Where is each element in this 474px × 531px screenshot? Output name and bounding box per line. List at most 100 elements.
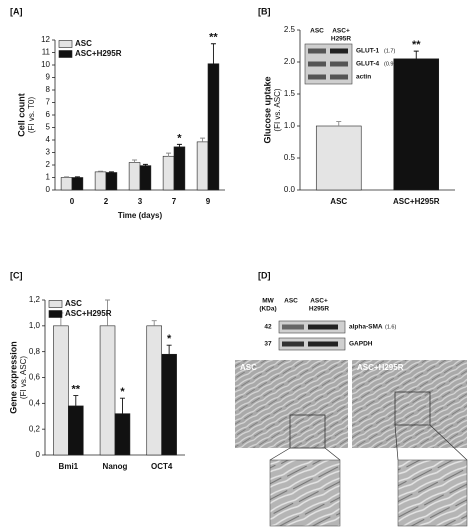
- blot-column-label: (KDa): [259, 306, 276, 313]
- blot-ratio: (0.9): [384, 61, 395, 67]
- blot-band: [308, 324, 338, 330]
- blot-band: [308, 74, 326, 80]
- bar: [105, 172, 118, 191]
- micrograph: [352, 360, 467, 448]
- y-tick-label: 0: [36, 450, 41, 459]
- blot-band: [330, 74, 348, 80]
- blot-column-label: ASC+: [310, 298, 328, 305]
- blot-column-label: ASC+: [332, 28, 350, 35]
- zoom-region: [289, 414, 326, 449]
- zoom-image: [397, 459, 468, 527]
- y-tick-label: 10: [41, 60, 50, 69]
- y-tick-label: 12: [41, 35, 50, 44]
- blot-mw: 42: [264, 324, 272, 331]
- significance: *: [177, 132, 182, 144]
- significance: **: [72, 383, 81, 395]
- blot-column-label: H295R: [331, 36, 352, 43]
- y-tick-label: 2.5: [284, 25, 296, 34]
- y-tick-label: 3: [46, 148, 51, 157]
- y-tick-label: 1,0: [29, 321, 41, 330]
- x-tick-label: 7: [172, 197, 177, 206]
- y-tick-label: 0,4: [29, 398, 41, 407]
- blot-column-label: H295R: [309, 306, 330, 313]
- y-tick-label: 6: [46, 110, 51, 119]
- bar: [207, 63, 220, 191]
- significance: **: [209, 32, 218, 44]
- x-tick-label: Bmi1: [59, 462, 79, 471]
- y-axis-note: (FI vs. ASC): [273, 88, 282, 131]
- y-axis-label: Cell count: [16, 93, 26, 137]
- y-tick-label: 0.0: [284, 185, 296, 194]
- y-tick-label: 1.5: [284, 89, 296, 98]
- bar: [196, 141, 209, 191]
- y-tick-label: 0,8: [29, 347, 41, 356]
- y-tick-label: 0,2: [29, 424, 41, 433]
- micrograph: [235, 360, 348, 448]
- significance: *: [167, 333, 172, 345]
- y-tick-label: 2.0: [284, 57, 296, 66]
- x-tick-label: OCT4: [151, 462, 173, 471]
- y-tick-label: 1.0: [284, 121, 296, 130]
- error-bar: [176, 143, 182, 147]
- bar: [315, 125, 362, 191]
- error-bar: [119, 397, 125, 414]
- blot-band: [308, 48, 326, 54]
- blot-band: [308, 341, 338, 347]
- bar: [53, 325, 69, 456]
- micrograph-label: ASC+H295R: [357, 363, 404, 372]
- x-tick-label: ASC+H295R: [393, 197, 440, 206]
- bar: [71, 177, 84, 191]
- legend-label: ASC+H295R: [65, 309, 112, 318]
- error-bar: [336, 121, 342, 126]
- bar: [173, 146, 186, 191]
- error-bar: [142, 163, 148, 166]
- y-tick-label: 7: [46, 98, 51, 107]
- significance: **: [412, 39, 421, 51]
- error-bar: [210, 43, 216, 64]
- error-bar: [74, 176, 80, 178]
- blot-ratio: (1.6): [385, 324, 396, 330]
- y-axis-label: Gene expression: [8, 341, 18, 414]
- zoom-connector: [269, 424, 468, 461]
- legend-swatch: [48, 310, 63, 318]
- y-tick-label: 11: [42, 48, 51, 57]
- panel-label: [D]: [258, 270, 271, 280]
- zoom-image: [269, 459, 341, 527]
- blot-band: [282, 341, 304, 347]
- legend-label: ASC+H295R: [75, 49, 122, 58]
- error-bar: [166, 152, 172, 157]
- error-bar: [73, 395, 79, 406]
- error-bar: [108, 171, 114, 173]
- legend-label: ASC: [75, 39, 92, 48]
- bar: [99, 325, 116, 456]
- bar: [139, 165, 152, 191]
- blot-row-label: GAPDH: [349, 341, 373, 348]
- blot-column-label: ASC: [284, 298, 298, 305]
- blot-column-label: MW: [262, 298, 274, 305]
- blot-row-label: alpha-SMA: [349, 324, 383, 331]
- blot-row-label: GLUT-4: [356, 61, 379, 68]
- significance: *: [120, 386, 125, 398]
- legend-swatch: [48, 300, 63, 308]
- micrograph-label: ASC: [240, 363, 257, 372]
- bar: [161, 353, 177, 456]
- bar: [114, 413, 131, 456]
- legend-swatch: [58, 50, 73, 58]
- x-tick-label: ASC: [330, 197, 347, 206]
- blot-band: [308, 61, 326, 67]
- blot-band: [330, 61, 348, 67]
- bar: [393, 58, 440, 191]
- legend-label: ASC: [65, 299, 82, 308]
- x-tick-label: Nanog: [103, 462, 128, 471]
- bar: [94, 171, 107, 191]
- x-axis-label: Time (days): [118, 211, 163, 220]
- error-bar: [105, 299, 111, 326]
- y-tick-label: 0,6: [29, 373, 41, 382]
- error-bar: [151, 320, 157, 326]
- blot-row-label: actin: [356, 74, 371, 81]
- bar: [60, 177, 73, 191]
- panel-label: [A]: [10, 6, 23, 16]
- y-tick-label: 4: [46, 135, 51, 144]
